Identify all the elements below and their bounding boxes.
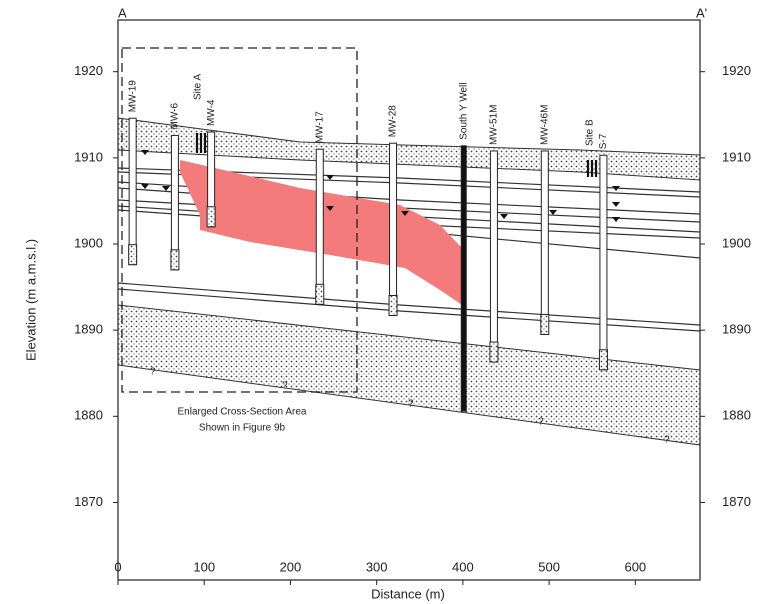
query-label: ?: [538, 417, 544, 428]
y-tick-label: 1890: [74, 322, 103, 337]
well-label: MW-17: [314, 111, 325, 143]
site-cluster: [195, 133, 598, 177]
y-tick-label: 1910: [74, 149, 103, 164]
x-axis-title: Distance (m): [371, 586, 445, 601]
x-tick-label: 300: [366, 559, 388, 574]
query-label: ?: [150, 367, 156, 378]
x-tick-label: 0: [114, 559, 121, 574]
section-start-label: A: [118, 5, 127, 20]
y-tick-label: 1870: [722, 494, 751, 509]
y-tick-label: 1910: [722, 149, 751, 164]
well-screen: [315, 283, 325, 305]
y-axis-title: Elevation (m a.m.s.l.): [23, 239, 38, 361]
well-label: MW-46M: [539, 105, 550, 145]
well-screen: [170, 249, 180, 271]
x-tick-label: 500: [538, 559, 560, 574]
well-screen: [489, 341, 499, 363]
annotation: Enlarged Cross-Section Area: [178, 407, 307, 418]
well-screen: [540, 313, 550, 335]
plot-frame: [117, 19, 701, 581]
query-label: ?: [664, 435, 670, 446]
well-screen: [128, 244, 138, 266]
site-label: Site B: [585, 119, 596, 146]
well-casing: [389, 142, 398, 317]
well-label: South Y Well: [458, 83, 469, 140]
well-label: MW-19: [127, 80, 138, 112]
well-label: MW-28: [388, 105, 399, 137]
x-tick-label: 200: [280, 559, 302, 574]
query-label: ?: [408, 399, 414, 410]
y-tick-label: 1890: [722, 322, 751, 337]
y-tick-label: 1880: [722, 408, 751, 423]
well-label: MW-51M: [489, 105, 500, 145]
site-label: Site A: [193, 74, 204, 100]
section-end-label: A': [696, 5, 707, 20]
well-casing: [599, 154, 608, 371]
x-tick-label: 400: [452, 559, 474, 574]
enlarged-area-box: [121, 47, 358, 393]
query-label: ?: [282, 381, 288, 392]
well-screen: [388, 295, 398, 317]
well-screen: [598, 349, 608, 371]
well-label: S-7: [598, 133, 609, 149]
water-table-markers: [141, 150, 620, 222]
well-label: MW-4: [206, 99, 217, 126]
well-label: MW-6: [170, 103, 181, 130]
well-casing: [460, 145, 467, 412]
x-tick-label: 100: [193, 559, 215, 574]
x-tick-label: 600: [624, 559, 646, 574]
well-casing: [315, 148, 324, 305]
y-tick-label: 1870: [74, 494, 103, 509]
well-casing: [540, 150, 549, 335]
well-casing: [489, 150, 498, 363]
annotation: Shown in Figure 9b: [199, 423, 286, 434]
y-tick-label: 1920: [722, 63, 751, 78]
y-tick-label: 1900: [722, 235, 751, 250]
y-tick-label: 1880: [74, 408, 103, 423]
well-casing: [128, 117, 137, 266]
y-tick-label: 1900: [74, 235, 103, 250]
y-tick-label: 1920: [74, 63, 103, 78]
well-screen: [206, 206, 216, 228]
